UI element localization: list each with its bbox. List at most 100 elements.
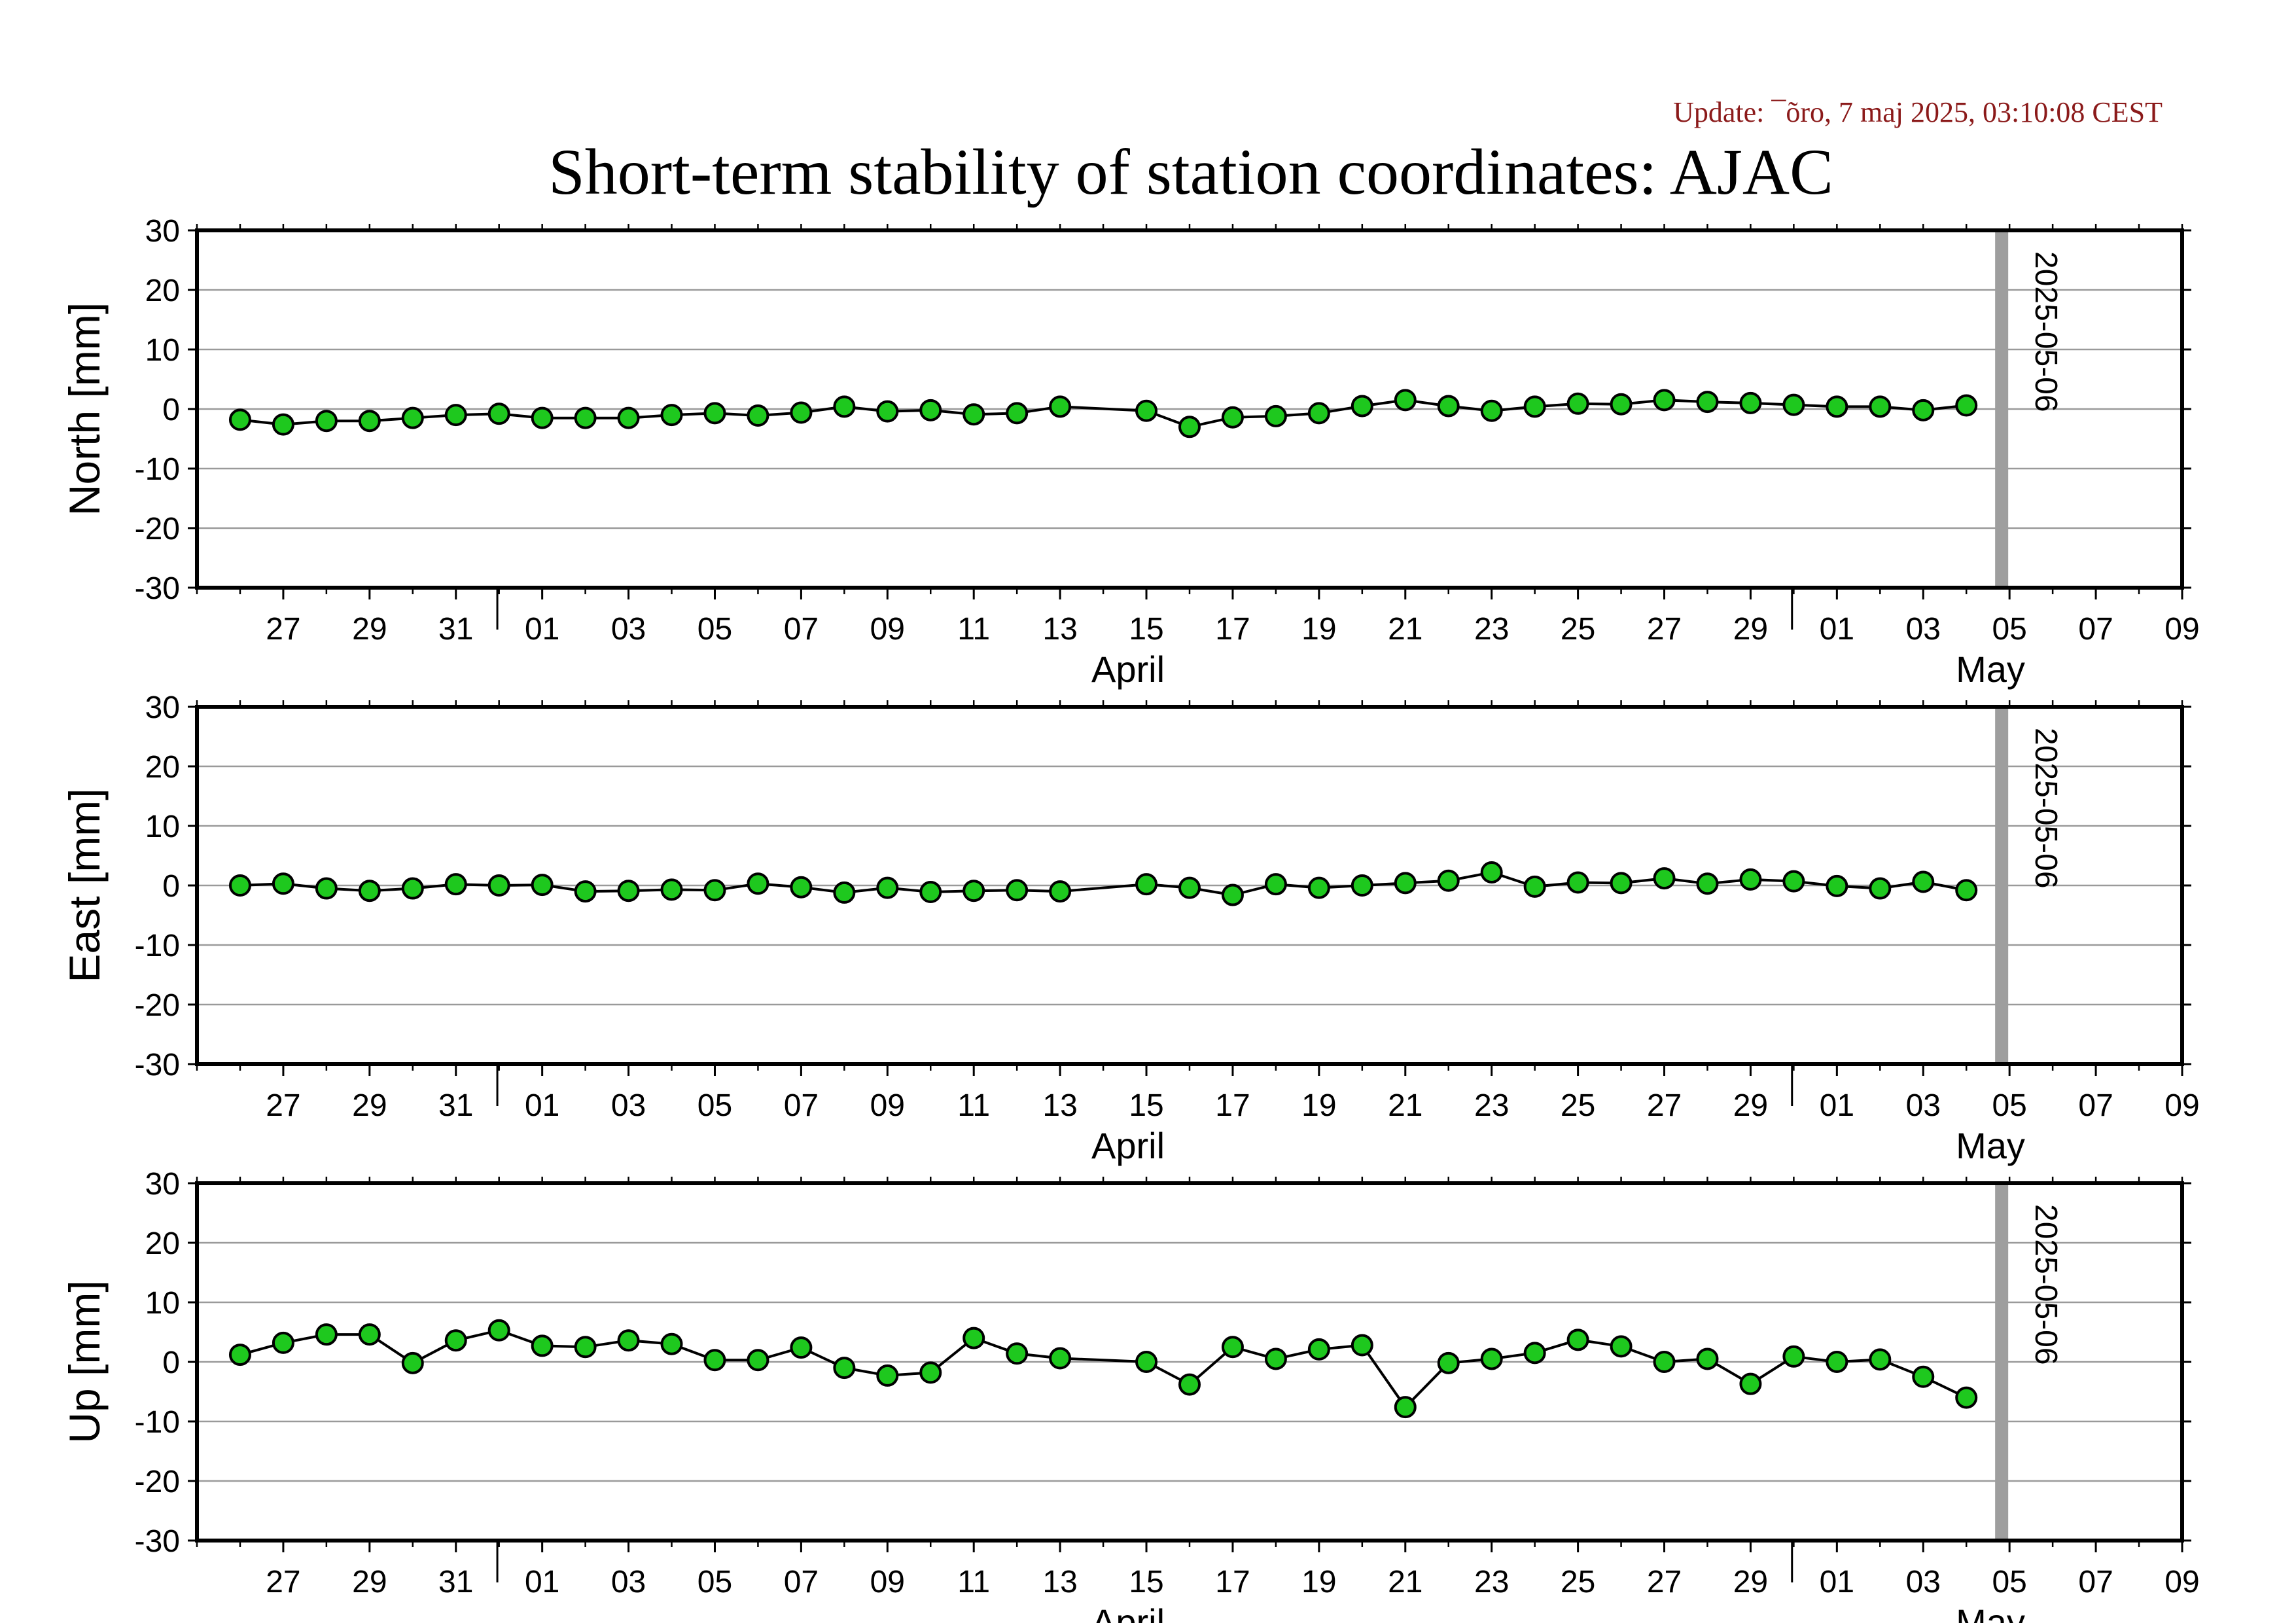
x-tick-label: 21: [1388, 1088, 1422, 1123]
data-point: [1351, 874, 1373, 897]
data-point: [1869, 877, 1892, 900]
panel-frame: [195, 1181, 2184, 1543]
data-point: [1135, 1351, 1158, 1373]
date-marker-band: [1995, 230, 2009, 588]
month-label: May: [1956, 1601, 2025, 1623]
data-point: [963, 403, 985, 426]
panel-1: 30 20 10 0 -10 -20 -30 27 29 31 01 03 05 07 09 11 13 15 17…: [60, 690, 2200, 1166]
data-point: [1480, 399, 1503, 422]
data-point: [703, 402, 726, 425]
data-point: [1178, 416, 1201, 438]
data-point: [1006, 402, 1029, 425]
data-point: [1869, 1348, 1892, 1371]
data-point: [1049, 395, 1072, 418]
x-tick-label: 29: [352, 1565, 387, 1599]
x-tick-label: 09: [870, 612, 905, 647]
x-tick-label: 17: [1215, 612, 1250, 647]
data-point: [1826, 395, 1848, 418]
x-tick-label: 17: [1215, 1088, 1250, 1123]
x-tick-label: 27: [1647, 1088, 1682, 1123]
data-point: [833, 881, 856, 904]
panel-2: 30 20 10 0 -10 -20 -30 27 29 31 01 03 05 07 09 11 13 15 17…: [60, 1167, 2200, 1623]
data-point: [1307, 876, 1330, 899]
x-tick-label: 17: [1215, 1565, 1250, 1599]
data-point: [1049, 1347, 1072, 1370]
data-point: [1782, 393, 1805, 416]
x-tick-label: 13: [1042, 1565, 1077, 1599]
data-point: [574, 880, 597, 903]
x-tick-label: 01: [1820, 1565, 1854, 1599]
date-marker-label: 2025-05-06: [2028, 728, 2063, 889]
data-point: [228, 874, 251, 897]
x-tick-label: 07: [2078, 1088, 2113, 1123]
data-point: [531, 406, 554, 429]
date-marker-band: [1995, 707, 2009, 1064]
x-tick-label: 09: [2164, 1565, 2199, 1599]
data-point: [1869, 395, 1892, 418]
data-point: [617, 1329, 640, 1352]
data-point: [315, 410, 338, 433]
data-point: [1566, 392, 1589, 415]
series-line: [239, 1329, 1968, 1410]
x-tick-label: 23: [1474, 1088, 1509, 1123]
data-point: [833, 395, 856, 418]
data-point: [703, 1349, 726, 1372]
y-tick-label: 20: [145, 1226, 180, 1261]
x-tick-label: 21: [1388, 1565, 1422, 1599]
x-tick-label: 05: [698, 1088, 732, 1123]
data-point: [1826, 874, 1848, 897]
x-tick-label: 05: [698, 612, 732, 647]
y-tick-label: 10: [145, 810, 180, 844]
x-tick-label: 27: [1647, 1565, 1682, 1599]
data-point: [1394, 1396, 1417, 1419]
y-tick-label: -10: [135, 452, 180, 487]
data-point: [919, 1361, 942, 1384]
data-point: [963, 880, 985, 902]
data-point: [919, 881, 942, 904]
data-point: [919, 399, 942, 421]
x-tick-label: 23: [1474, 612, 1509, 647]
data-point: [1566, 871, 1589, 894]
data-point: [272, 413, 294, 436]
data-point: [444, 873, 467, 896]
data-point: [1178, 876, 1201, 899]
data-point: [1696, 1347, 1719, 1370]
y-tick-label: -10: [135, 929, 180, 963]
panel-frame: [195, 705, 2184, 1066]
x-tick-label: 03: [1906, 1088, 1941, 1123]
x-tick-label: 07: [784, 1565, 819, 1599]
x-tick-label: 19: [1301, 1088, 1336, 1123]
month-label: April: [1091, 1125, 1165, 1166]
data-point: [617, 880, 640, 902]
x-tick-label: 29: [352, 612, 387, 647]
y-axis-label: East [mm]: [60, 788, 109, 982]
x-tick-label: 25: [1561, 612, 1595, 647]
y-tick-label: -30: [135, 1524, 180, 1559]
data-point: [1394, 872, 1417, 895]
data-point: [1006, 1342, 1029, 1365]
data-point: [1696, 391, 1719, 414]
data-point: [1523, 1342, 1546, 1364]
data-point: [401, 877, 424, 900]
chart-title: Short-term stability of station coordina…: [548, 135, 1833, 208]
x-tick-label: 13: [1042, 1088, 1077, 1123]
data-point: [660, 1332, 683, 1355]
y-tick-label: -10: [135, 1405, 180, 1440]
y-tick-label: 20: [145, 750, 180, 785]
y-tick-label: 0: [162, 393, 180, 427]
data-point: [747, 404, 769, 427]
data-point: [1782, 870, 1805, 893]
x-tick-label: 29: [1733, 1088, 1768, 1123]
x-tick-label: 03: [1906, 612, 1941, 647]
data-point: [444, 404, 467, 427]
x-tick-label: 29: [1733, 1565, 1768, 1599]
month-label: April: [1091, 649, 1165, 690]
x-tick-label: 31: [438, 1565, 473, 1599]
x-tick-label: 11: [957, 1088, 990, 1123]
y-tick-label: 30: [145, 214, 180, 249]
data-point: [660, 404, 683, 427]
x-tick-label: 25: [1561, 1565, 1595, 1599]
data-point: [1351, 395, 1373, 418]
x-tick-label: 01: [1820, 612, 1854, 647]
